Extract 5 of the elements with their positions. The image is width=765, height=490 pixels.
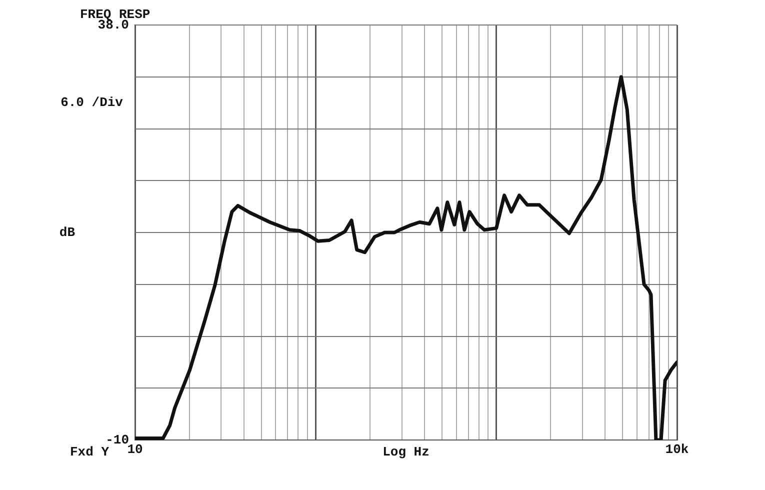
x-axis-title: Log Hz — [382, 444, 430, 460]
x-tick-label: 10 — [127, 442, 143, 458]
text: 6.0 /Div — [60, 95, 124, 110]
y-axis-title: dB — [59, 224, 76, 240]
x-tick-label: 10k — [665, 442, 689, 458]
